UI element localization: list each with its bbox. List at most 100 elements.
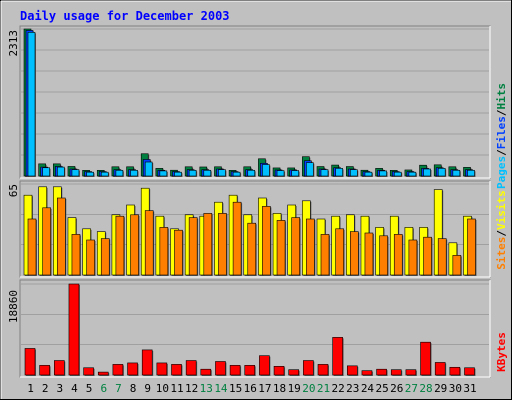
bar-sites-day-20	[306, 218, 315, 276]
bar-pages-day-20	[306, 162, 314, 177]
bar-sites-day-13	[203, 213, 213, 276]
bar-pages-day-5	[86, 171, 94, 177]
bar-pages-day-1	[27, 32, 36, 177]
day-label-31: 31	[463, 382, 476, 395]
legend-slash-1: /	[495, 149, 508, 156]
bar-kbytes-day-16	[244, 365, 256, 376]
legend-pages: Pages	[495, 156, 508, 189]
day-label-10: 10	[156, 382, 169, 395]
bar-kbytes-day-21	[317, 364, 329, 376]
bar-sites-day-26	[393, 234, 403, 276]
bar-kbytes-day-24	[361, 370, 373, 376]
bar-kbytes-day-18	[273, 366, 285, 376]
legend-kbytes: KBytes	[495, 332, 508, 372]
bar-sites-day-3	[56, 197, 66, 276]
bar-sites-day-17	[262, 206, 271, 276]
bar-sites-day-2	[42, 207, 51, 276]
bar-pages-day-10	[159, 170, 168, 177]
day-label-2: 2	[42, 382, 49, 395]
bar-sites-day-18	[276, 220, 286, 276]
bar-sites-day-22	[335, 228, 344, 276]
bar-pages-day-7	[115, 169, 124, 177]
bar-pages-day-25	[379, 170, 387, 177]
day-label-6: 6	[100, 382, 107, 395]
bar-kbytes-day-4	[68, 283, 80, 376]
bar-kbytes-day-12	[185, 360, 197, 376]
bar-pages-day-29	[437, 168, 446, 177]
ymax-label-visits: 65	[7, 184, 20, 197]
bar-pages-day-30	[452, 169, 461, 177]
day-label-30: 30	[449, 382, 462, 395]
bar-kbytes-day-13	[200, 368, 212, 376]
bar-kbytes-day-20	[303, 360, 314, 376]
bar-kbytes-day-25	[376, 368, 387, 376]
bar-kbytes-day-31	[464, 367, 475, 376]
bar-kbytes-day-11	[171, 364, 182, 376]
bar-sites-day-7	[115, 215, 125, 276]
day-label-21: 21	[317, 382, 330, 395]
ymax-label-hits: 2313	[7, 30, 20, 57]
bar-pages-day-26	[393, 171, 402, 177]
day-label-18: 18	[273, 382, 286, 395]
bar-sites-day-9	[144, 210, 154, 276]
bar-kbytes-day-27	[405, 369, 417, 376]
bar-pages-day-22	[335, 168, 343, 177]
bar-kbytes-day-9	[141, 349, 153, 376]
bar-kbytes-day-8	[127, 362, 138, 376]
day-label-14: 14	[214, 382, 228, 395]
bar-sites-day-23	[349, 231, 359, 276]
day-label-16: 16	[244, 382, 257, 395]
day-label-19: 19	[288, 382, 301, 395]
bar-kbytes-day-1	[24, 348, 36, 376]
bar-pages-day-21	[320, 169, 329, 177]
bar-pages-day-13	[203, 169, 212, 177]
bar-sites-day-15	[232, 201, 242, 276]
bar-pages-day-9	[144, 161, 153, 177]
bar-pages-day-27	[408, 171, 417, 177]
bar-sites-day-1	[27, 218, 37, 276]
bar-sites-day-29	[437, 238, 447, 276]
chart-title: Daily usage for December 2003	[20, 9, 230, 23]
day-label-23: 23	[346, 382, 359, 395]
bar-sites-day-21	[320, 234, 330, 276]
bar-kbytes-day-29	[434, 362, 446, 376]
bar-kbytes-day-6	[97, 371, 109, 376]
day-label-4: 4	[71, 382, 78, 395]
bars-layer	[23, 28, 477, 376]
bar-pages-day-8	[130, 169, 138, 177]
bar-sites-day-16	[247, 222, 257, 276]
bar-kbytes-day-5	[83, 367, 94, 376]
day-label-12: 12	[185, 382, 198, 395]
day-label-3: 3	[56, 382, 63, 395]
bar-sites-day-19	[291, 217, 301, 276]
day-labels: 1 2 3 4 5 6 7 8 9 10 11 12 13 14 15 16 17 18 19 20 21 22 23 24 2…	[27, 382, 476, 395]
bar-kbytes-day-26	[390, 369, 402, 376]
bar-sites-day-12	[188, 217, 198, 276]
bar-pages-day-23	[349, 169, 358, 177]
bar-sites-day-25	[379, 235, 388, 276]
bar-pages-day-11	[174, 171, 182, 177]
bar-sites-day-31	[467, 218, 476, 276]
bar-kbytes-day-10	[156, 362, 168, 376]
bar-sites-day-30	[452, 255, 462, 276]
bar-pages-day-19	[291, 170, 300, 177]
day-label-15: 15	[229, 382, 242, 395]
bar-pages-day-28	[423, 168, 431, 177]
panel-kbytes	[19, 279, 491, 378]
bar-sites-day-4	[71, 234, 81, 276]
legend-slash-3: /	[495, 230, 508, 237]
day-label-7: 7	[115, 382, 122, 395]
bar-kbytes-day-3	[53, 360, 65, 376]
bar-pages-day-15	[232, 171, 241, 177]
bar-pages-day-12	[188, 169, 197, 177]
day-label-9: 9	[144, 382, 151, 395]
bar-kbytes-day-14	[215, 361, 226, 376]
legend-hits-files-pages: Pages/Files/Hits	[495, 83, 508, 189]
legend-visits: Visits	[495, 190, 508, 230]
bar-sites-day-24	[364, 232, 374, 276]
bar-kbytes-day-2	[39, 365, 50, 376]
day-label-11: 11	[170, 382, 183, 395]
bar-kbytes-day-7	[112, 364, 124, 376]
day-label-28: 28	[419, 382, 432, 395]
